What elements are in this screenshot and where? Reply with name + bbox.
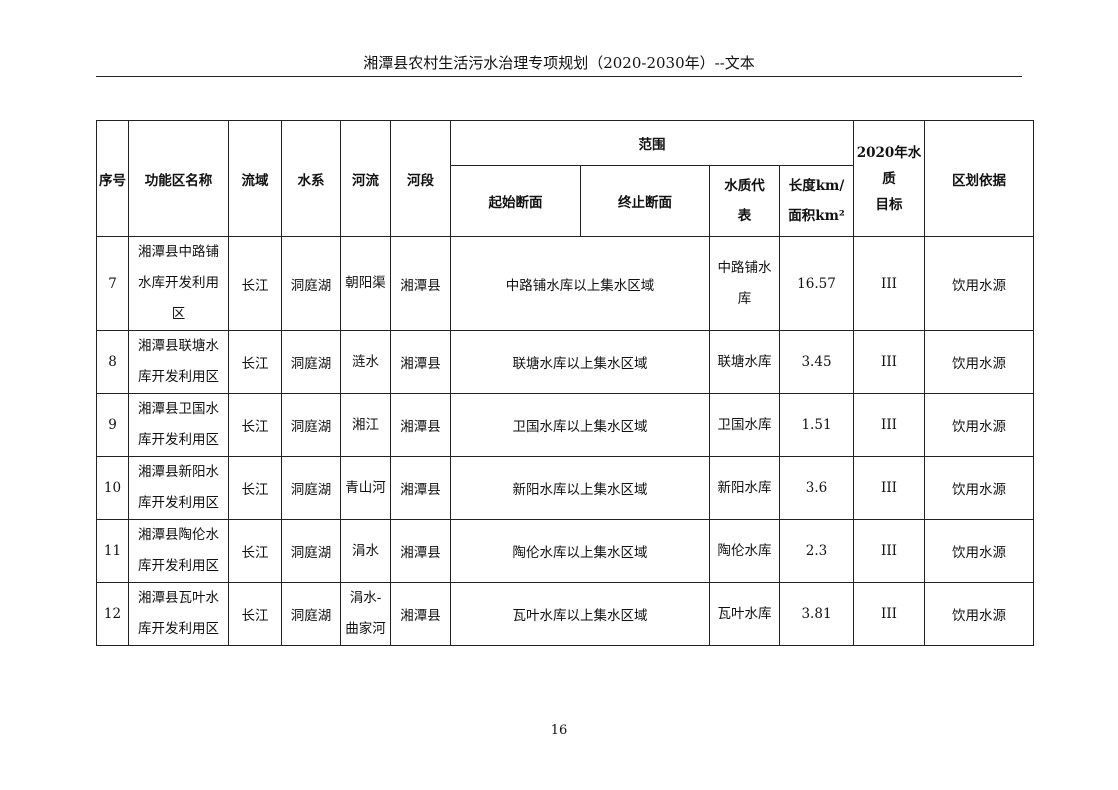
cell-no: 12	[96, 582, 129, 646]
cell-section: 湘潭县	[390, 582, 451, 646]
cell-no: 10	[96, 456, 129, 520]
cell-river: 涓水	[340, 519, 391, 583]
cell-length: 3.45	[779, 330, 854, 394]
cell-length: 3.6	[779, 456, 854, 520]
header-goal-line2: 目标	[875, 196, 903, 213]
page-header: 湘潭县农村生活污水治理专项规划（2020-2030年）--文本	[96, 52, 1022, 77]
cell-section: 湘潭县	[390, 236, 451, 331]
cell-river: 湘江	[340, 393, 391, 457]
header-basin: 流域	[228, 120, 282, 237]
cell-basin: 长江	[228, 236, 282, 331]
cell-range: 联塘水库以上集水区域	[450, 330, 710, 394]
table-row: 8 湘潭县联塘水库开发利用区 长江 洞庭湖 涟水 湘潭县 联塘水库以上集水区域 联塘水库 3.4…	[96, 330, 1034, 394]
cell-length: 1.51	[779, 393, 854, 457]
cell-system: 洞庭湖	[281, 330, 341, 394]
cell-system: 洞庭湖	[281, 519, 341, 583]
cell-rep: 联塘水库	[709, 330, 780, 394]
cell-goal: III	[853, 330, 925, 394]
header-rep: 水质代表	[709, 165, 780, 237]
header-basis: 区划依据	[924, 120, 1034, 237]
cell-basin: 长江	[228, 330, 282, 394]
cell-range: 陶伦水库以上集水区域	[450, 519, 710, 583]
cell-basis: 饮用水源	[924, 519, 1034, 583]
cell-river: 青山河	[340, 456, 391, 520]
cell-length: 16.57	[779, 236, 854, 331]
cell-name: 湘潭县卫国水库开发利用区	[128, 393, 229, 457]
header-start: 起始断面	[450, 165, 581, 237]
cell-basin: 长江	[228, 393, 282, 457]
cell-goal: III	[853, 393, 925, 457]
cell-river: 涟水	[340, 330, 391, 394]
cell-basin: 长江	[228, 519, 282, 583]
cell-name: 湘潭县联塘水库开发利用区	[128, 330, 229, 394]
header-end: 终止断面	[580, 165, 710, 237]
cell-basis: 饮用水源	[924, 330, 1034, 394]
cell-system: 洞庭湖	[281, 456, 341, 520]
cell-rep: 瓦叶水库	[709, 582, 780, 646]
header-length: 长度km/面积km²	[779, 165, 854, 237]
cell-river: 涓水-曲家河	[340, 582, 391, 646]
cell-range: 中路铺水库以上集水区域	[450, 236, 710, 331]
header-name: 功能区名称	[128, 120, 229, 237]
cell-section: 湘潭县	[390, 393, 451, 457]
cell-name: 湘潭县瓦叶水库开发利用区	[128, 582, 229, 646]
cell-no: 9	[96, 393, 129, 457]
header-system: 水系	[281, 120, 341, 237]
cell-no: 7	[96, 236, 129, 331]
cell-goal: III	[853, 456, 925, 520]
cell-rep: 中路铺水库	[709, 236, 780, 331]
header-rep-line2: 表	[737, 208, 752, 224]
water-function-zone-table: 序号 功能区名称 流域 水系 河流 河段 范围 2020年水质目标 区划依据 起…	[96, 120, 1034, 646]
header-goal-line1: 2020年水质	[856, 144, 922, 187]
cell-basis: 饮用水源	[924, 236, 1034, 331]
cell-range: 卫国水库以上集水区域	[450, 393, 710, 457]
cell-no: 11	[96, 519, 129, 583]
cell-basin: 长江	[228, 582, 282, 646]
cell-system: 洞庭湖	[281, 582, 341, 646]
cell-river: 朝阳渠	[340, 236, 391, 331]
cell-name: 湘潭县新阳水库开发利用区	[128, 456, 229, 520]
cell-basis: 饮用水源	[924, 456, 1034, 520]
cell-goal: III	[853, 519, 925, 583]
cell-length: 3.81	[779, 582, 854, 646]
cell-rep: 卫国水库	[709, 393, 780, 457]
cell-goal: III	[853, 236, 925, 331]
header-goal: 2020年水质目标	[853, 120, 925, 237]
cell-range: 新阳水库以上集水区域	[450, 456, 710, 520]
cell-system: 洞庭湖	[281, 393, 341, 457]
header-section: 河段	[390, 120, 451, 237]
table-row: 12 湘潭县瓦叶水库开发利用区 长江 洞庭湖 涓水-曲家河 湘潭县 瓦叶水库以上集水区域 瓦叶…	[96, 582, 1034, 646]
header-no: 序号	[96, 120, 129, 237]
cell-range: 瓦叶水库以上集水区域	[450, 582, 710, 646]
table-row: 11 湘潭县陶伦水库开发利用区 长江 洞庭湖 涓水 湘潭县 陶伦水库以上集水区域 陶伦水库 2.…	[96, 519, 1034, 583]
cell-rep: 陶伦水库	[709, 519, 780, 583]
cell-section: 湘潭县	[390, 456, 451, 520]
table-row: 9 湘潭县卫国水库开发利用区 长江 洞庭湖 湘江 湘潭县 卫国水库以上集水区域 卫国水库 1.5…	[96, 393, 1034, 457]
cell-section: 湘潭县	[390, 330, 451, 394]
cell-name: 湘潭县陶伦水库开发利用区	[128, 519, 229, 583]
header-river: 河流	[340, 120, 391, 237]
cell-basis: 饮用水源	[924, 393, 1034, 457]
cell-system: 洞庭湖	[281, 236, 341, 331]
cell-basis: 饮用水源	[924, 582, 1034, 646]
header-length-line2: 面积km²	[788, 208, 845, 224]
cell-length: 2.3	[779, 519, 854, 583]
cell-no: 8	[96, 330, 129, 394]
table-row: 7 湘潭县中路铺水库开发利用区 长江 洞庭湖 朝阳渠 湘潭县 中路铺水库以上集水区域 中路铺水…	[96, 236, 1034, 331]
cell-basin: 长江	[228, 456, 282, 520]
cell-name: 湘潭县中路铺水库开发利用区	[128, 236, 229, 331]
cell-goal: III	[853, 582, 925, 646]
header-range: 范围	[450, 120, 854, 166]
header-length-line1: 长度km/	[788, 178, 845, 194]
table-row: 10 湘潭县新阳水库开发利用区 长江 洞庭湖 青山河 湘潭县 新阳水库以上集水区域 新阳水库 3…	[96, 456, 1034, 520]
page-number: 16	[550, 723, 568, 738]
header-rep-line1: 水质代	[724, 178, 765, 194]
cell-section: 湘潭县	[390, 519, 451, 583]
cell-rep: 新阳水库	[709, 456, 780, 520]
